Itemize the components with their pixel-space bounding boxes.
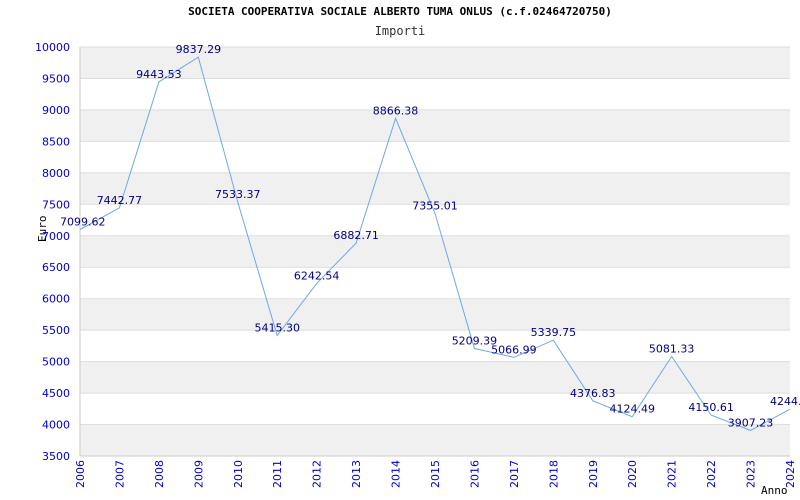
grid-band <box>80 298 790 331</box>
y-tick-label: 5500 <box>42 324 70 337</box>
x-tick-label: 2006 <box>74 460 87 488</box>
x-tick-label: 2022 <box>705 460 718 488</box>
data-label: 5066.99 <box>491 343 537 356</box>
data-label: 3907.23 <box>728 416 774 429</box>
x-tick-label: 2012 <box>311 460 324 488</box>
x-tick-label: 2008 <box>153 460 166 488</box>
x-tick-label: 2020 <box>626 460 639 488</box>
data-label: 8866.38 <box>373 104 419 117</box>
grid-band <box>80 172 790 205</box>
data-label: 6242.54 <box>294 269 340 282</box>
y-tick-label: 8000 <box>42 167 70 180</box>
x-tick-label: 2013 <box>350 460 363 488</box>
data-label: 7533.37 <box>215 188 261 201</box>
data-label: 5081.33 <box>649 342 695 355</box>
y-tick-label: 4500 <box>42 387 70 400</box>
x-tick-label: 2018 <box>547 460 560 488</box>
x-tick-label: 2007 <box>113 460 126 488</box>
data-label: 9837.29 <box>176 43 222 56</box>
x-tick-label: 2011 <box>271 460 284 488</box>
x-tick-label: 2009 <box>192 460 205 488</box>
data-label: 6882.71 <box>333 229 379 242</box>
data-label: 9443.53 <box>136 68 182 81</box>
y-tick-label: 7000 <box>42 230 70 243</box>
chart-subtitle: Importi <box>374 24 426 38</box>
data-label: 4376.83 <box>570 387 616 400</box>
data-label: 5209.39 <box>452 334 498 347</box>
data-label: 4124.49 <box>609 403 655 416</box>
y-tick-label: 9500 <box>42 72 70 85</box>
y-tick-label: 5000 <box>42 356 70 369</box>
x-tick-label: 2021 <box>666 460 679 488</box>
data-label: 7355.01 <box>412 199 458 212</box>
data-label: 7442.77 <box>97 194 143 207</box>
data-label: 5339.75 <box>531 326 577 339</box>
x-tick-label: 2024 <box>784 460 797 488</box>
y-tick-label: 4000 <box>42 419 70 432</box>
y-tick-label: 10000 <box>35 41 70 54</box>
data-label: 7099.62 <box>60 216 106 229</box>
x-tick-label: 2017 <box>508 460 521 488</box>
y-tick-label: 9000 <box>42 104 70 117</box>
y-tick-label: 3500 <box>42 450 70 463</box>
x-axis-label: Anno <box>761 484 788 497</box>
y-tick-label: 6500 <box>42 261 70 274</box>
grid-band <box>80 235 790 268</box>
x-tick-label: 2019 <box>587 460 600 488</box>
x-tick-label: 2014 <box>390 460 403 488</box>
axes <box>79 47 790 457</box>
y-tick-labels: 3500 4000 4500 5000 5500 6000 6500 7000 7500 8000… <box>35 41 70 463</box>
x-tick-label: 2023 <box>745 460 758 488</box>
y-tick-label: 6000 <box>42 293 70 306</box>
series-line <box>79 56 791 431</box>
grid-band <box>80 109 790 142</box>
x-tick-labels: 2006 2007 2008 2009 2010 2011 2012 2013 2014 2015… <box>74 460 797 488</box>
grid-bands <box>80 47 790 456</box>
chart-title: SOCIETA COOPERATIVA SOCIALE ALBERTO TUMA… <box>188 5 612 18</box>
grid-band <box>80 47 790 79</box>
data-labels: 7099.62 7442.77 9443.53 9837.29 7533.37 5415.… <box>60 43 800 429</box>
grid-band <box>80 424 790 456</box>
data-label: 4150.61 <box>688 401 734 414</box>
y-tick-label: 8500 <box>42 135 70 148</box>
x-tick-label: 2010 <box>232 460 245 488</box>
grid-band <box>80 361 790 394</box>
x-tick-label: 2015 <box>429 460 442 488</box>
data-label: 4244.1 <box>770 395 800 408</box>
y-tick-label: 7500 <box>42 198 70 211</box>
data-label: 5415.30 <box>254 321 300 334</box>
x-tick-label: 2016 <box>468 460 481 488</box>
series-line-group <box>79 56 791 431</box>
